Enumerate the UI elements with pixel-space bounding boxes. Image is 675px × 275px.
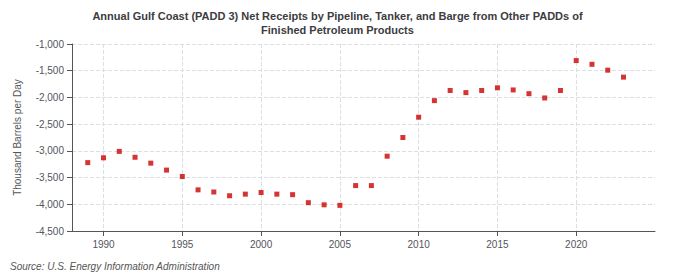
svg-text:2005: 2005 bbox=[329, 239, 352, 250]
svg-text:1990: 1990 bbox=[92, 239, 115, 250]
svg-text:-2,500: -2,500 bbox=[36, 119, 65, 130]
svg-text:2015: 2015 bbox=[486, 239, 509, 250]
svg-text:-4,500: -4,500 bbox=[36, 226, 65, 237]
svg-text:Source: U.S. Energy Informatio: Source: U.S. Energy Information Administ… bbox=[10, 261, 220, 272]
svg-text:-1,500: -1,500 bbox=[36, 65, 65, 76]
svg-text:Finished Petroleum Products: Finished Petroleum Products bbox=[261, 24, 414, 36]
svg-text:2020: 2020 bbox=[565, 239, 588, 250]
svg-text:-3,000: -3,000 bbox=[36, 145, 65, 156]
svg-text:-3,500: -3,500 bbox=[36, 172, 65, 183]
svg-text:1995: 1995 bbox=[171, 239, 194, 250]
svg-text:-2,000: -2,000 bbox=[36, 92, 65, 103]
svg-text:-1,000: -1,000 bbox=[36, 39, 65, 50]
svg-text:2010: 2010 bbox=[408, 239, 431, 250]
svg-text:-4,000: -4,000 bbox=[36, 199, 65, 210]
svg-text:Annual Gulf Coast (PADD 3) Net: Annual Gulf Coast (PADD 3) Net Receipts … bbox=[92, 10, 583, 22]
svg-text:2000: 2000 bbox=[250, 239, 273, 250]
svg-text:Thousand Barrels per Day: Thousand Barrels per Day bbox=[12, 79, 23, 196]
